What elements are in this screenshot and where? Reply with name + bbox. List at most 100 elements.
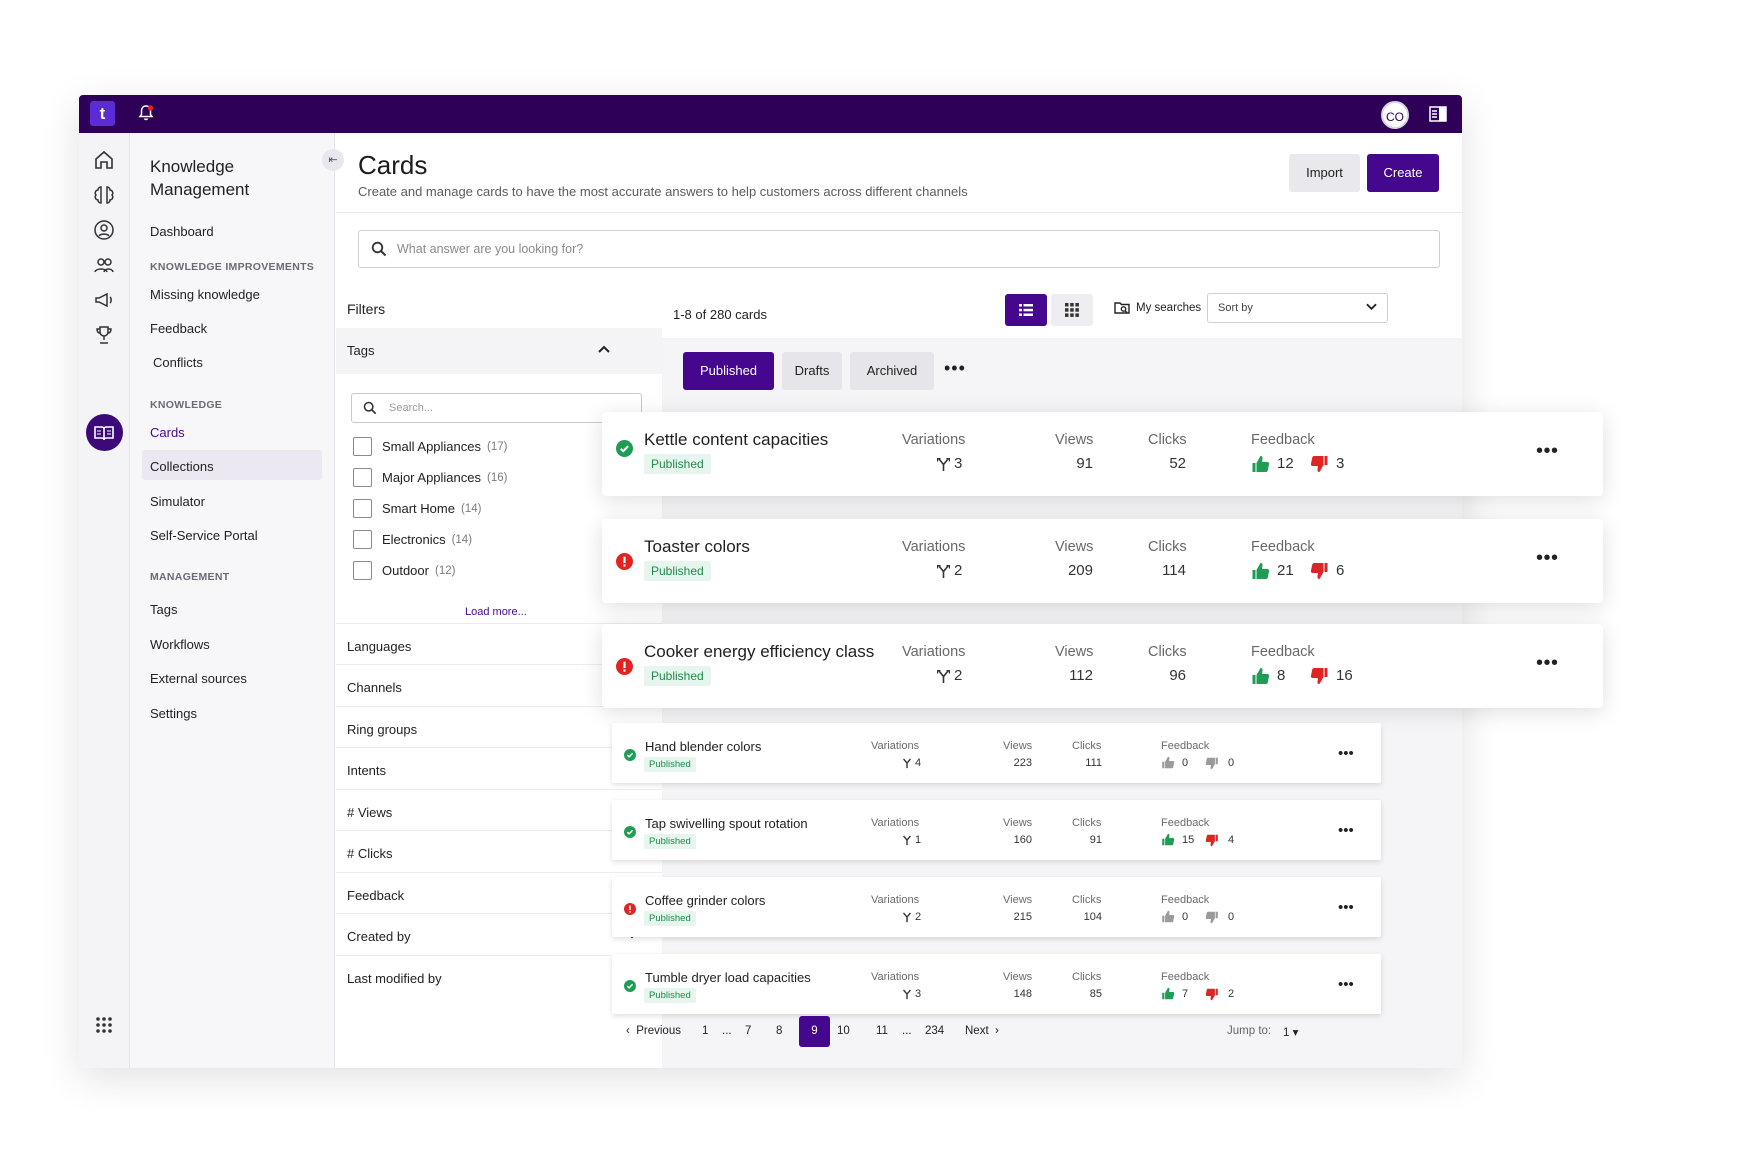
thumbs-down-count: 6 — [1336, 562, 1345, 579]
nav-external-sources[interactable]: External sources — [150, 671, 247, 686]
nav-conflicts[interactable]: Conflicts — [153, 355, 203, 370]
page-link[interactable]: 8 — [776, 1025, 783, 1037]
answer-search-input[interactable]: What answer are you looking for? — [358, 230, 1440, 268]
status-badge: Published — [644, 561, 711, 581]
home-icon[interactable] — [92, 148, 116, 172]
status-ok-icon — [616, 440, 633, 457]
tag-option[interactable]: Outdoor (12) — [353, 561, 455, 580]
card-more-icon[interactable]: ••• — [1338, 976, 1354, 993]
nav-settings[interactable]: Settings — [150, 706, 197, 721]
page-link[interactable]: 1 — [702, 1025, 709, 1037]
card-title[interactable]: Cooker energy efficiency class — [644, 642, 875, 661]
icon-rail — [79, 133, 130, 1068]
variations-value: 2 — [954, 667, 963, 684]
thumbs-down-icon — [1310, 563, 1328, 579]
page-link[interactable]: 11 — [876, 1025, 888, 1037]
nav-cards[interactable]: Cards — [150, 425, 185, 440]
card-more-icon[interactable]: ••• — [1338, 899, 1354, 916]
users-icon[interactable] — [92, 253, 116, 277]
previous-page-button[interactable]: ‹ Previous — [626, 1025, 681, 1037]
checkbox[interactable] — [353, 561, 372, 580]
tags-search-input[interactable]: Search... — [351, 393, 642, 423]
card-title[interactable]: Tap swivelling spout rotation — [645, 816, 808, 831]
card-more-icon[interactable]: ••• — [1338, 745, 1354, 762]
nav-active-highlight — [142, 450, 322, 480]
card-row[interactable]: Kettle content capacities Published Vari… — [602, 412, 1603, 496]
views-value: 148 — [1013, 988, 1032, 1000]
card-more-icon[interactable]: ••• — [1536, 547, 1559, 569]
trophy-icon[interactable] — [92, 323, 116, 347]
checkbox[interactable] — [353, 437, 372, 456]
card-more-icon[interactable]: ••• — [1338, 822, 1354, 839]
page-link[interactable]: 234 — [925, 1025, 945, 1037]
variations-value: 3 — [915, 988, 922, 1000]
current-page[interactable]: 9 — [799, 1016, 830, 1047]
card-title[interactable]: Tumble dryer load capacities — [645, 970, 811, 985]
card-more-icon[interactable]: ••• — [1536, 440, 1559, 462]
tab-archived[interactable]: Archived — [850, 352, 934, 390]
tag-option[interactable]: Smart Home (14) — [353, 499, 481, 518]
card-row[interactable]: Hand blender colors Published Variations… — [612, 723, 1381, 783]
side-panel-icon[interactable] — [1429, 106, 1447, 122]
brain-icon[interactable] — [92, 183, 116, 207]
card-title[interactable]: Kettle content capacities — [644, 430, 829, 449]
megaphone-icon[interactable] — [92, 288, 116, 312]
tab-published[interactable]: Published — [683, 352, 774, 390]
status-badge: Published — [644, 988, 696, 1003]
tab-drafts[interactable]: Drafts — [782, 352, 842, 390]
book-icon[interactable] — [92, 421, 116, 445]
jump-to-select[interactable]: 1 ▾ — [1283, 1027, 1299, 1039]
nav-simulator[interactable]: Simulator — [150, 494, 205, 509]
checkbox[interactable] — [353, 468, 372, 487]
status-badge: Published — [644, 757, 696, 772]
thumbs-up-icon — [1162, 910, 1175, 923]
tag-option[interactable]: Small Appliances (17) — [353, 437, 507, 456]
notification-bell-icon[interactable] — [138, 104, 154, 122]
nav-dashboard[interactable]: Dashboard — [150, 224, 214, 239]
tag-option[interactable]: Major Appliances (16) — [353, 468, 507, 487]
card-title[interactable]: Coffee grinder colors — [645, 893, 766, 908]
list-view-button[interactable] — [1005, 294, 1047, 326]
search-icon — [363, 401, 377, 415]
card-row[interactable]: Tumble dryer load capacities Published V… — [612, 954, 1381, 1014]
sort-by-select[interactable]: Sort by — [1207, 293, 1388, 323]
import-button[interactable]: Import — [1289, 154, 1360, 192]
load-more-link[interactable]: Load more... — [465, 606, 527, 618]
create-button[interactable]: Create — [1367, 154, 1439, 192]
clicks-label: Clicks — [1148, 644, 1187, 660]
thumbs-down-count: 2 — [1228, 988, 1235, 1000]
views-value: 215 — [1013, 911, 1032, 923]
nav-collections[interactable]: Collections — [150, 459, 214, 474]
grid-view-button[interactable] — [1051, 294, 1093, 326]
tag-option[interactable]: Electronics (14) — [353, 530, 472, 549]
card-title[interactable]: Hand blender colors — [645, 739, 762, 754]
thumbs-up-count: 0 — [1182, 911, 1189, 923]
next-page-button[interactable]: Next › — [965, 1025, 999, 1037]
user-avatar[interactable]: CO — [1381, 101, 1409, 129]
card-row[interactable]: Coffee grinder colors Published Variatio… — [612, 877, 1381, 937]
app-logo[interactable]: t — [90, 101, 115, 126]
my-searches-button[interactable]: My searches — [1114, 301, 1201, 315]
card-row[interactable]: Cooker energy efficiency class Published… — [602, 624, 1603, 708]
nav-feedback[interactable]: Feedback — [150, 321, 208, 336]
thumbs-up-count: 15 — [1182, 834, 1195, 846]
thumbs-up-icon — [1162, 987, 1175, 1000]
card-row[interactable]: Toaster colors Published Variations 2 Vi… — [602, 519, 1603, 603]
agent-icon[interactable] — [92, 218, 116, 242]
card-more-icon[interactable]: ••• — [1536, 652, 1559, 674]
nav-workflows[interactable]: Workflows — [150, 637, 210, 652]
page-link[interactable]: 7 — [745, 1025, 752, 1037]
nav-self-service-portal[interactable]: Self-Service Portal — [150, 528, 258, 543]
variations-label: Variations — [871, 894, 920, 906]
checkbox[interactable] — [353, 530, 372, 549]
collapse-nav-button[interactable]: ⇤ — [322, 149, 344, 171]
tags-accordion-header[interactable]: Tags — [336, 328, 662, 374]
page-link[interactable]: 10 — [837, 1025, 850, 1037]
nav-tags[interactable]: Tags — [150, 602, 178, 617]
apps-grid-icon[interactable] — [92, 1013, 116, 1037]
more-tabs-icon[interactable]: ••• — [944, 358, 966, 378]
card-title[interactable]: Toaster colors — [644, 537, 750, 556]
card-row[interactable]: Tap swivelling spout rotation Published … — [612, 800, 1381, 860]
checkbox[interactable] — [353, 499, 372, 518]
nav-missing-knowledge[interactable]: Missing knowledge — [150, 287, 260, 302]
